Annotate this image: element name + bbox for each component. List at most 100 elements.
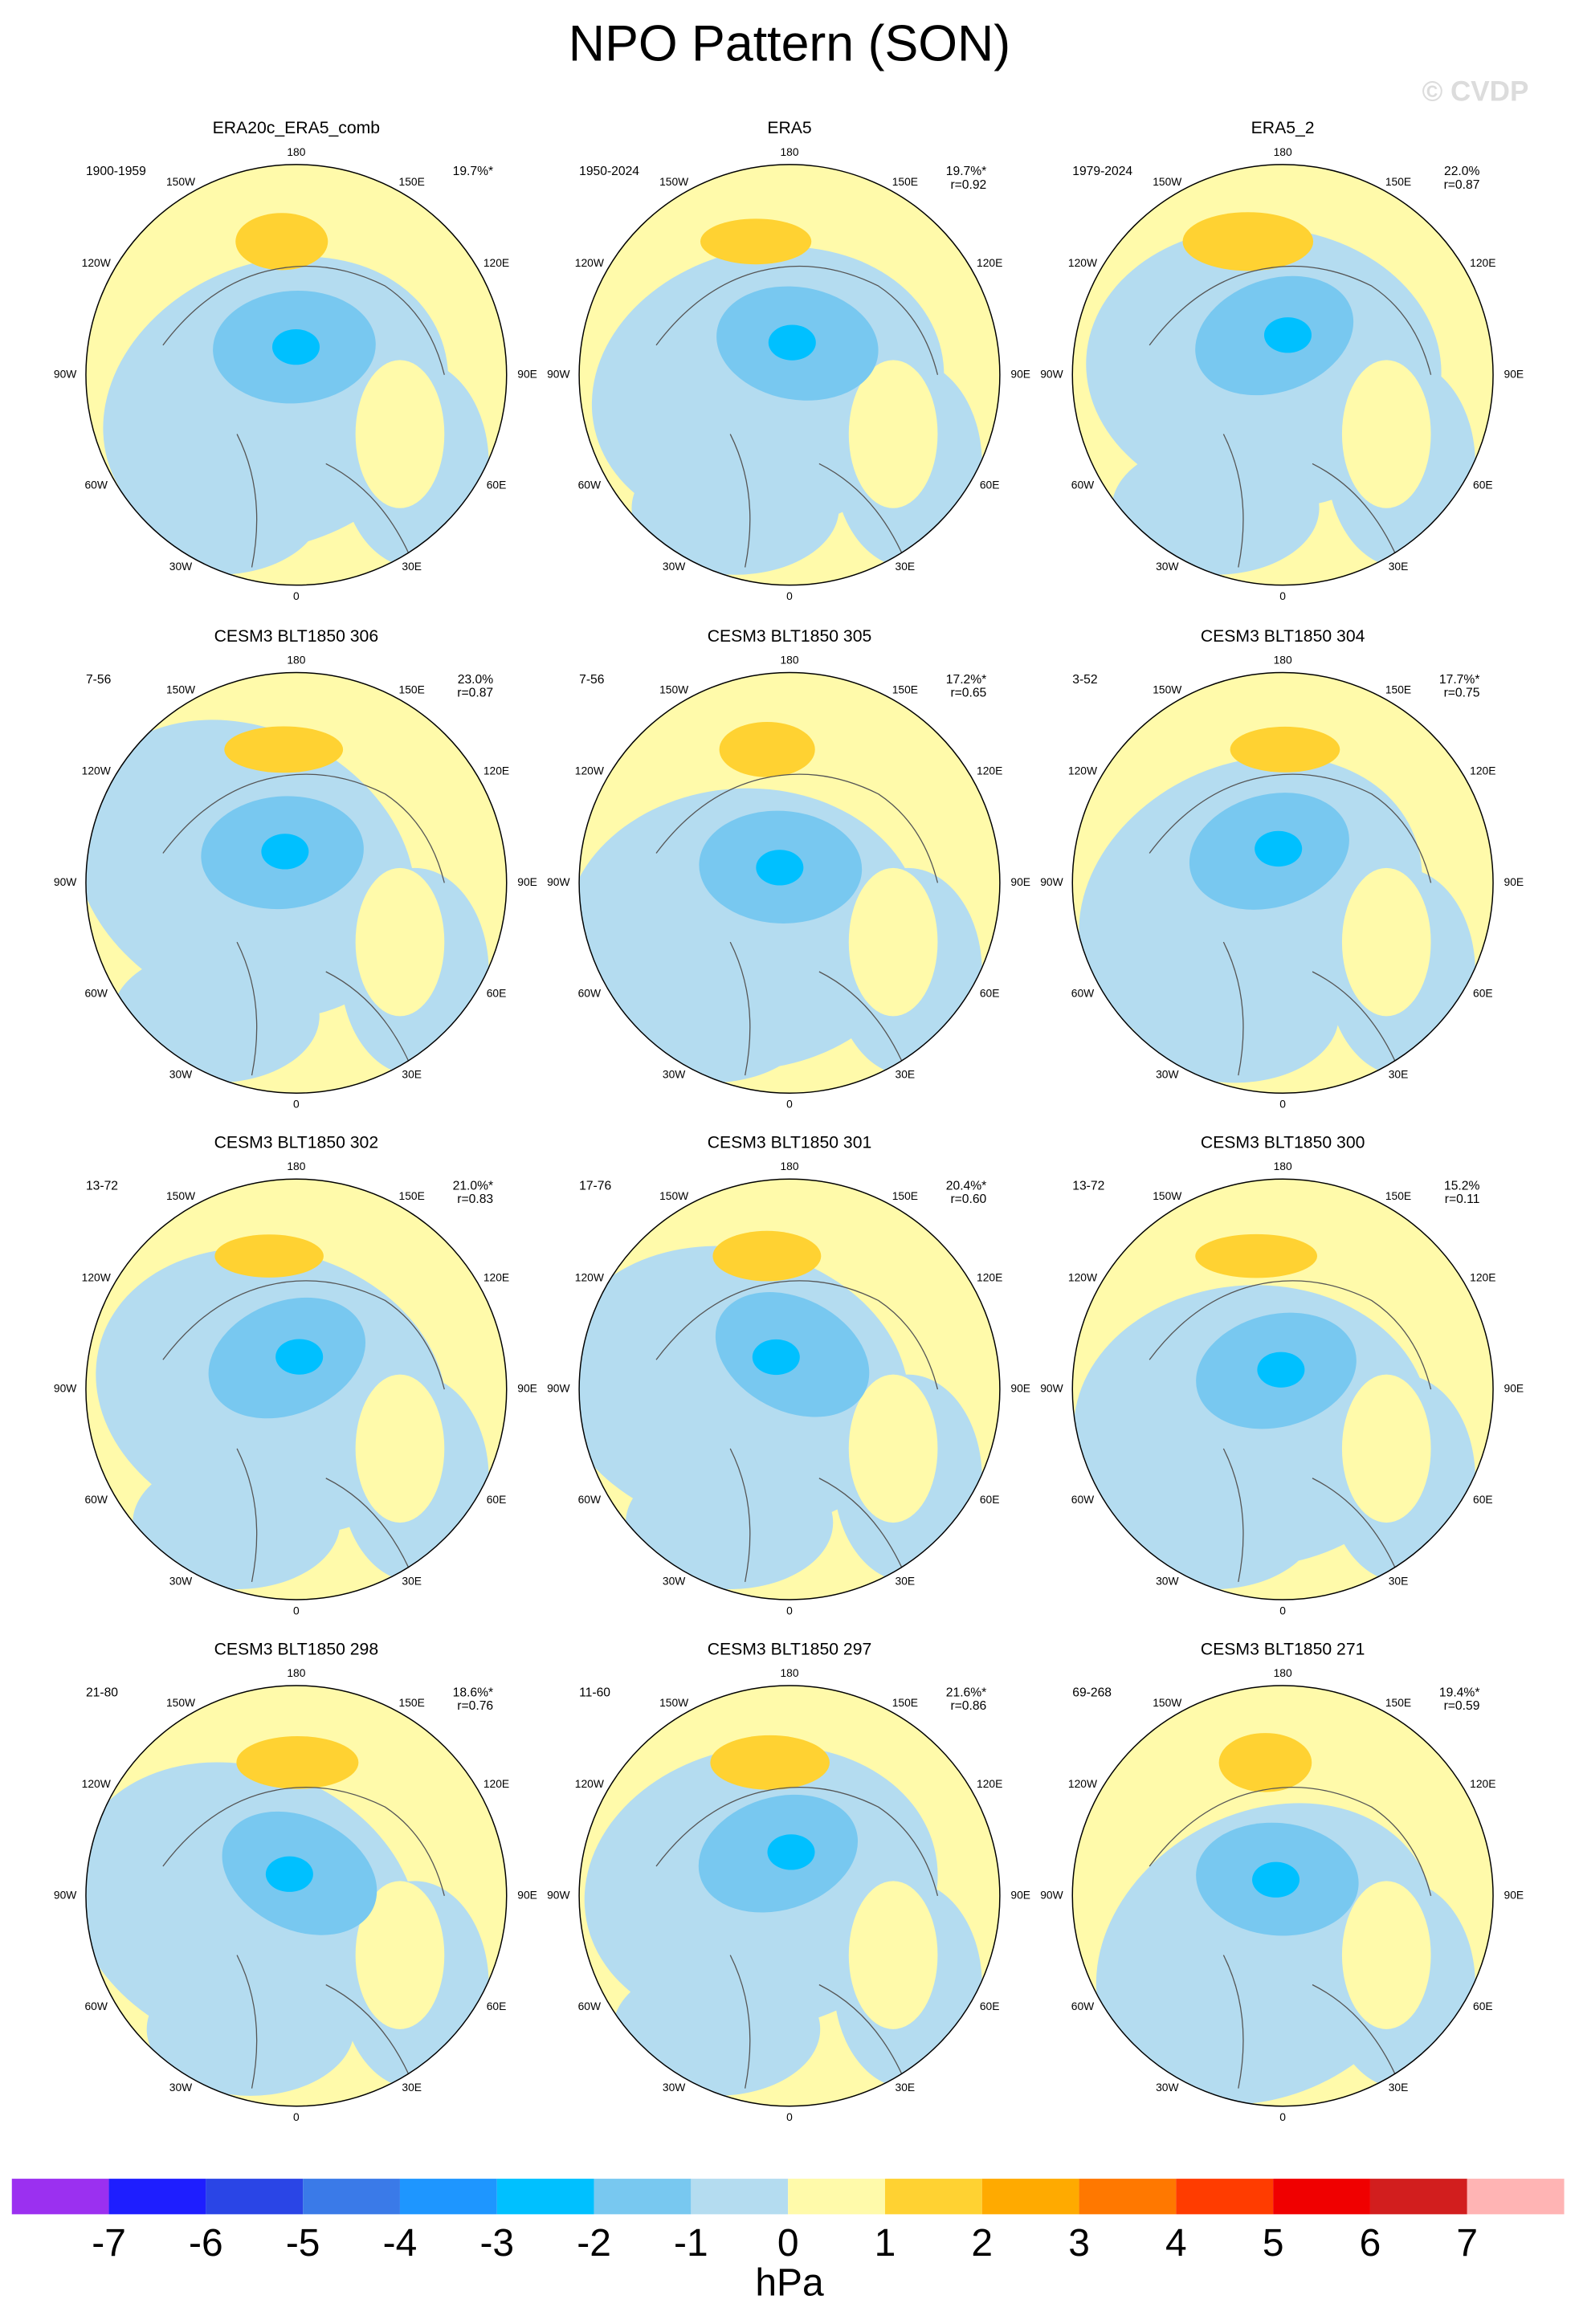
negative-anomaly-core [767,1834,815,1870]
colorbar-tick-label: 4 [1165,2222,1187,2265]
longitude-label: 150E [892,1189,918,1202]
colorbar-tick-label: 0 [777,2222,799,2265]
longitude-label: 180 [287,145,305,158]
field [579,672,1000,1094]
map-border [578,1178,1001,1600]
map-border [578,671,1001,1094]
longitude-label: 120W [82,764,111,777]
panel-title: CESM3 BLT1850 271 [1201,1640,1365,1658]
longitude-label: 0 [293,1098,300,1111]
field [1072,1685,1494,2106]
colorbar-tick-label: -6 [189,2222,223,2265]
longitude-label: 30W [169,2081,192,2094]
longitude-label: 150E [892,1696,918,1709]
longitude-label: 180 [1274,653,1292,666]
colorbar-tick-label: -4 [383,2222,418,2265]
panel-percent: 22.0% [1444,165,1479,178]
longitude-label: 90W [54,875,76,888]
map-panel: CESM3 BLT1850 271 69-268 19.4%*r=0.59 180 15… [1040,1640,1524,2123]
colorbar-tick-label: 5 [1263,2222,1284,2265]
positive-anomaly [1341,360,1431,508]
longitude-label: 150E [399,1189,425,1202]
map-panel: CESM3 BLT1850 301 17-76 20.4%*r=0.60 180 150… [547,1134,1030,1617]
colorbar-box [206,2179,304,2215]
longitude-label: 150W [659,683,688,695]
longitude-label: 120W [82,256,111,269]
longitude-label: 90W [1040,1888,1063,1901]
panel-title: CESM3 BLT1850 306 [214,627,379,646]
longitude-label: 180 [1274,1160,1292,1172]
negative-anomaly [112,949,320,1083]
longitude-label: 90W [1040,1382,1063,1395]
panel-correlation: r=0.92 [950,178,986,192]
longitude-label: 60W [1071,986,1094,999]
longitude-label: 60W [578,1493,601,1506]
colorbar-tick-label: 7 [1456,2222,1478,2265]
longitude-label: 180 [287,1160,305,1172]
colorbar-box [1176,2179,1274,2215]
map-border [85,164,508,586]
longitude-label: 60E [1473,986,1493,999]
positive-anomaly-strong [1182,212,1314,271]
panel-percent: 19.7%* [946,165,987,178]
map-panel: CESM3 BLT1850 304 3-52 17.7%*r=0.75 180 150E… [1040,627,1524,1111]
longitude-label: 30E [1389,1068,1409,1081]
longitude-label: 150W [1153,1696,1181,1709]
longitude-label: 90W [54,367,76,380]
longitude-label: 150W [659,1189,688,1202]
negative-anomaly [1106,1962,1314,2096]
longitude-label: 90W [1040,875,1063,888]
longitude-label: 180 [780,1666,798,1679]
longitude-label: 120E [1470,256,1495,269]
longitude-label: 120W [1068,1777,1097,1790]
longitude-label: 0 [293,1604,300,1617]
panel-period: 13-72 [86,1180,118,1193]
longitude-label: 120W [575,764,604,777]
colorbar-unit: hPa [755,2262,824,2305]
longitude-label: 0 [786,2110,793,2123]
colorbar-tick-label: -3 [479,2222,514,2265]
longitude-label: 150W [166,1189,195,1202]
panel-period: 7-56 [86,673,112,687]
positive-anomaly-strong [700,218,812,265]
longitude-label: 150E [1385,175,1411,188]
panel-percent: 15.2% [1444,1180,1479,1193]
longitude-label: 90W [54,1382,76,1395]
panel-percent: 19.7%* [453,165,494,178]
field [579,1179,1000,1600]
longitude-label: 90E [1010,875,1030,888]
colorbar-box [594,2179,692,2215]
field [85,1685,507,2106]
panel-percent: 17.7%* [1439,673,1480,687]
longitude-label: 150W [1153,683,1181,695]
negative-anomaly-core [1257,1352,1305,1388]
longitude-label: 30W [663,2081,685,2094]
map-border [1071,1685,1494,2107]
panel-title: CESM3 BLT1850 300 [1201,1134,1365,1152]
colorbar-tick-label: 3 [1068,2222,1090,2265]
coastline [655,1280,939,1583]
longitude-label: 90E [1504,875,1524,888]
longitude-label: 120W [575,1270,604,1283]
map-panel: CESM3 BLT1850 305 7-56 17.2%*r=0.65 180 150E… [547,627,1030,1111]
longitude-label: 120W [1068,764,1097,777]
longitude-label: 120W [1068,1270,1097,1283]
positive-anomaly [848,867,938,1017]
figure-title: NPO Pattern (SON) [569,16,1010,72]
map-border [1071,1178,1494,1600]
panel-correlation: r=0.11 [1445,1193,1480,1206]
colorbar-box [303,2179,400,2215]
colorbar-box [496,2179,594,2215]
longitude-label: 30W [663,1068,685,1081]
longitude-label: 60E [487,1493,507,1506]
coastline [1149,773,1432,1076]
colorbar-tick-label: 6 [1360,2222,1381,2265]
map-panel: CESM3 BLT1850 302 13-72 21.0%*r=0.83 180 150… [54,1134,537,1617]
colorbar-box [1273,2179,1370,2215]
panel-correlation: r=0.75 [1444,686,1480,699]
longitude-label: 0 [1279,1604,1286,1617]
positive-anomaly-strong [236,1735,359,1789]
longitude-label: 150W [1153,1189,1181,1202]
longitude-label: 180 [780,1160,798,1172]
longitude-label: 90E [1010,1382,1030,1395]
